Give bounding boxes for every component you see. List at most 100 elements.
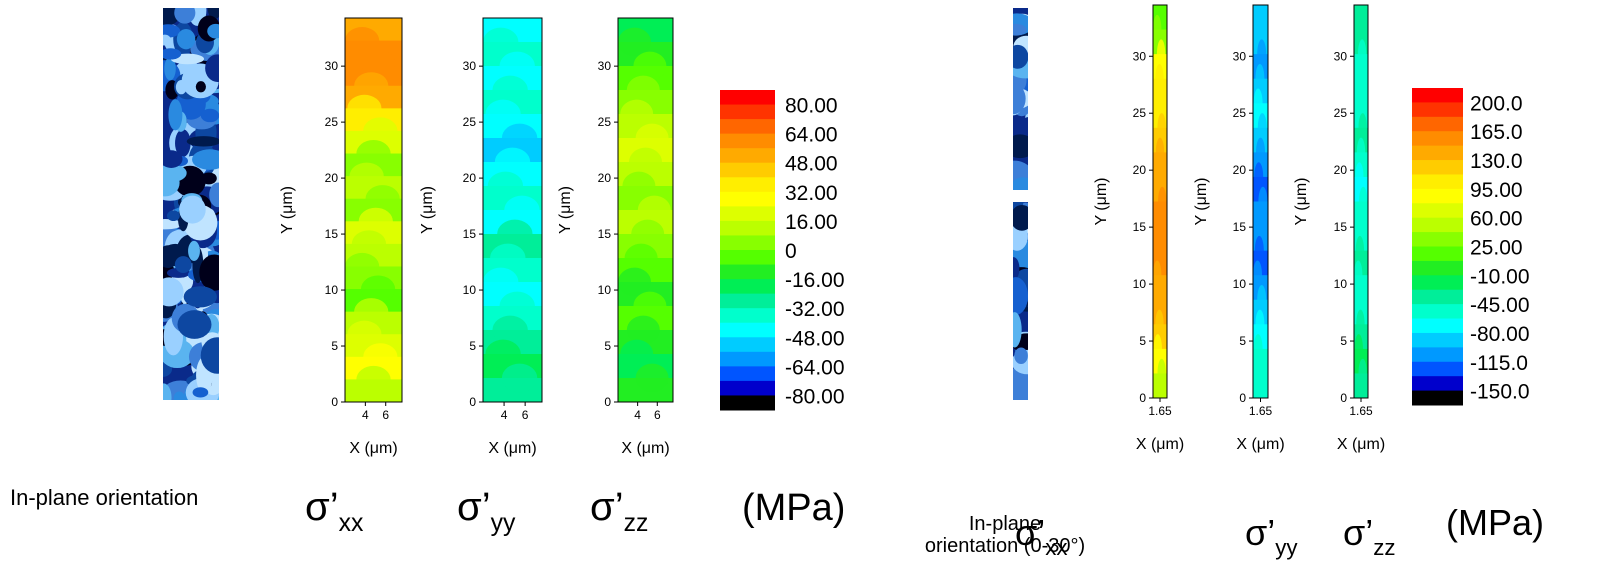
x-axis-label: X (μm) bbox=[1337, 436, 1385, 453]
y-tick-label: 25 bbox=[325, 115, 339, 129]
y-axis-label: Y (μm) bbox=[419, 186, 436, 234]
colorbar-band bbox=[720, 133, 775, 149]
contour-patch bbox=[349, 162, 384, 190]
colorbar-band bbox=[720, 279, 775, 295]
grain bbox=[176, 28, 196, 50]
colorbar-band bbox=[720, 293, 775, 309]
grain bbox=[163, 219, 183, 230]
contour-patch bbox=[1357, 211, 1366, 241]
contour-patch bbox=[1153, 14, 1162, 45]
contour-patch bbox=[499, 291, 535, 321]
x-tick-label: 1.65 bbox=[1249, 404, 1273, 418]
y-tick-label: 25 bbox=[1334, 106, 1348, 120]
colorbar-band bbox=[1412, 174, 1463, 190]
contour-patch bbox=[1254, 235, 1264, 266]
x-axis-label: X (μm) bbox=[621, 440, 669, 457]
plot-frame bbox=[482, 17, 543, 403]
orientation-caption: In-plane bbox=[969, 513, 1041, 535]
y-tick-label: 20 bbox=[1133, 163, 1147, 177]
contour-patch bbox=[1354, 260, 1363, 290]
y-tick-label: 25 bbox=[598, 115, 612, 129]
y-tick-label: 10 bbox=[1334, 277, 1348, 291]
x-tick-label: 6 bbox=[522, 408, 529, 422]
grain bbox=[163, 169, 180, 197]
colorbar-band bbox=[720, 162, 775, 178]
grain bbox=[163, 48, 182, 60]
contour-patch bbox=[1255, 309, 1265, 340]
grain bbox=[163, 277, 184, 307]
y-tick-label: 0 bbox=[1239, 391, 1246, 405]
y-tick-label: 30 bbox=[1334, 49, 1348, 63]
colorbar-band bbox=[720, 220, 775, 236]
contour-patch bbox=[485, 99, 521, 129]
stress-subscript: xx bbox=[1045, 535, 1067, 560]
colorbar-band bbox=[1412, 318, 1463, 334]
contour-patch bbox=[1156, 211, 1165, 241]
grain bbox=[1013, 44, 1028, 69]
colorbar-label: 165.0 bbox=[1470, 121, 1523, 144]
grain bbox=[205, 208, 216, 229]
contour-patch bbox=[501, 123, 538, 153]
y-tick-label: 5 bbox=[1239, 334, 1246, 348]
orientation-caption: In-plane orientation bbox=[10, 485, 198, 510]
plot-frame bbox=[344, 17, 403, 403]
stress-subscript: zz bbox=[1373, 535, 1395, 560]
contour-patch bbox=[620, 99, 654, 129]
grain bbox=[183, 286, 217, 308]
contour-patch bbox=[356, 139, 391, 168]
y-tick-label: 25 bbox=[1133, 106, 1147, 120]
gap bbox=[1013, 190, 1028, 202]
contour-patch bbox=[483, 27, 519, 57]
contour-patch bbox=[1256, 211, 1266, 241]
contour-patch bbox=[635, 123, 669, 153]
stress-symbol: σ’ bbox=[457, 485, 491, 529]
x-tick-label: 6 bbox=[382, 408, 389, 422]
y-tick-label: 20 bbox=[1233, 163, 1247, 177]
stress-caption: σ’yy bbox=[1245, 512, 1298, 560]
y-tick-label: 5 bbox=[1139, 334, 1146, 348]
contour-patch bbox=[1253, 334, 1263, 364]
grain bbox=[163, 383, 172, 400]
y-tick-label: 25 bbox=[463, 115, 477, 129]
contour-patch bbox=[1157, 113, 1166, 143]
contour-patch bbox=[356, 365, 391, 393]
contour-patch bbox=[633, 291, 667, 321]
contour-patch bbox=[1354, 14, 1363, 45]
y-tick-label: 25 bbox=[1233, 106, 1247, 120]
contour-patch bbox=[1153, 334, 1162, 364]
contour-patch bbox=[1356, 63, 1365, 94]
contour-patch bbox=[485, 339, 521, 369]
y-axis-label: Y (μm) bbox=[1293, 177, 1310, 225]
grain bbox=[1013, 367, 1028, 400]
colorbar-band bbox=[1412, 275, 1463, 291]
contour-patch bbox=[1153, 260, 1162, 290]
x-tick-label: 4 bbox=[634, 408, 641, 422]
colorbar-label: 0 bbox=[785, 240, 797, 263]
colorbar-band bbox=[720, 191, 775, 207]
colorbar-label: 95.00 bbox=[1470, 179, 1523, 202]
y-tick-label: 0 bbox=[331, 395, 338, 409]
colorbar-band bbox=[1412, 88, 1463, 103]
contour-patch bbox=[494, 147, 531, 177]
colorbar-band bbox=[720, 337, 775, 353]
x-axis-label: X (μm) bbox=[488, 440, 536, 457]
contour-patch bbox=[626, 75, 660, 105]
stress-subscript: yy bbox=[1275, 535, 1298, 560]
stress-symbol: σ’ bbox=[1245, 512, 1275, 553]
stress-caption: σ’yy bbox=[457, 485, 516, 537]
grain bbox=[1013, 83, 1026, 115]
y-tick-label: 20 bbox=[463, 171, 477, 185]
contour-patch bbox=[347, 320, 382, 348]
y-axis-label: Y (μm) bbox=[1093, 177, 1110, 225]
contour-patch bbox=[631, 219, 665, 249]
orientation-caption: orientation (0-30°) bbox=[925, 535, 1085, 557]
grain bbox=[175, 79, 187, 95]
colorbar-band bbox=[1412, 145, 1463, 161]
contour-patch bbox=[1257, 113, 1267, 143]
colorbar-label: -16.00 bbox=[785, 269, 845, 292]
contour-patch bbox=[1253, 88, 1263, 118]
contour-patch bbox=[1154, 235, 1164, 266]
colorbar-band bbox=[720, 250, 775, 266]
stress-subscript: zz bbox=[624, 510, 649, 537]
x-tick-label: 1.65 bbox=[1148, 404, 1172, 418]
